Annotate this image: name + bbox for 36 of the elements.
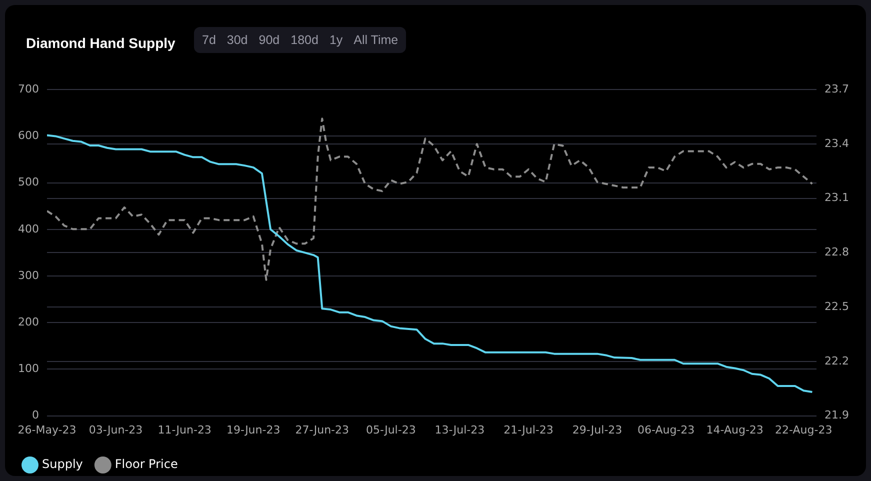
x-tick-label: 14-Aug-23 (706, 423, 764, 436)
y-tick-label: 300 (18, 268, 39, 282)
x-tick-label: 05-Jul-23 (366, 423, 416, 436)
y-tick-label: 600 (18, 129, 39, 142)
y2-tick-label: 22.8 (824, 246, 850, 259)
x-tick-label: 22-Aug-23 (775, 423, 832, 436)
y2-tick-label: 22.5 (824, 300, 850, 313)
y-tick-label: 0 (32, 408, 39, 422)
x-tick-label: 13-Jul-23 (434, 423, 485, 436)
x-tick-label: 29-Jul-23 (572, 423, 622, 436)
x-tick-label: 21-Jul-23 (504, 423, 554, 436)
y-tick-label: 700 (18, 82, 39, 96)
text: 7d (201, 32, 217, 49)
y2-tick-label: 23.1 (824, 191, 850, 204)
text: 30d (226, 32, 249, 49)
y-tick-label: 100 (18, 362, 39, 376)
text: All Time (352, 32, 400, 49)
legend-label: Supply (42, 457, 83, 472)
y2-tick-label: 21.9 (824, 408, 850, 422)
chart-title: Diamond Hand Supply (26, 35, 176, 51)
x-tick-label: 26-May-23 (18, 423, 76, 436)
legend-label: Floor Price (114, 457, 178, 472)
x-tick-label: 11-Jun-23 (158, 423, 212, 436)
x-tick-label: 06-Aug-23 (637, 423, 695, 436)
y2-tick-label: 23.7 (824, 82, 850, 96)
y-tick-label: 400 (18, 222, 39, 236)
y-tick-label: 200 (18, 315, 39, 328)
x-tick-label: 03-Jun-23 (88, 423, 143, 436)
text: 90d (258, 32, 281, 49)
x-tick-label: 27-Jun-23 (295, 423, 349, 436)
x-tick-label: 19-Jun-23 (226, 423, 280, 436)
text: 1y (328, 32, 344, 49)
y-tick-label: 500 (18, 176, 39, 189)
y2-tick-label: 22.2 (824, 354, 850, 368)
text: 180d (290, 32, 320, 49)
y2-tick-label: 23.4 (824, 136, 850, 150)
